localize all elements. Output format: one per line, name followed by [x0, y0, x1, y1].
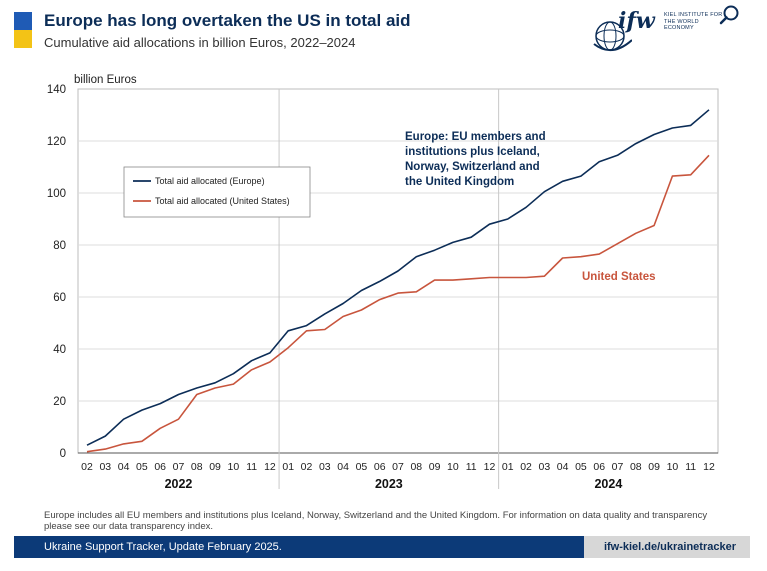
us-annotation: United States — [582, 271, 656, 283]
y-tick-label: 80 — [53, 240, 66, 252]
x-tick-label: 10 — [228, 461, 240, 473]
x-tick-label: 04 — [557, 461, 569, 473]
y-tick-label: 120 — [47, 136, 66, 148]
x-tick-label: 09 — [648, 461, 660, 473]
x-tick-label: 08 — [191, 461, 203, 473]
y-tick-label: 140 — [47, 84, 66, 96]
x-tick-label: 09 — [429, 461, 441, 473]
x-tick-label: 05 — [356, 461, 368, 473]
x-tick-label: 10 — [447, 461, 459, 473]
chart-subtitle: Cumulative aid allocations in billion Eu… — [44, 35, 356, 50]
year-label: 2023 — [375, 477, 403, 491]
logo-subtext: KIEL INSTITUTE FOR THE WORLD ECONOMY — [664, 12, 723, 31]
europe-annotation: Europe: EU members and — [405, 131, 546, 143]
x-tick-label: 02 — [301, 461, 313, 473]
tracker-link[interactable]: ifw-kiel.de/ukrainetracker — [603, 541, 736, 553]
x-tick-label: 08 — [410, 461, 422, 473]
tracker-update-text: Ukraine Support Tracker, Update February… — [44, 541, 282, 553]
x-tick-label: 07 — [173, 461, 185, 473]
europe-annotation: the United Kingdom — [405, 176, 514, 188]
footer-bar: Ukraine Support Tracker, Update February… — [14, 536, 750, 558]
x-tick-label: 07 — [612, 461, 624, 473]
year-label: 2022 — [165, 477, 193, 491]
x-tick-label: 01 — [282, 461, 294, 473]
y-tick-label: 0 — [60, 448, 66, 460]
legend-entry: Total aid allocated (United States) — [155, 196, 290, 206]
x-tick-label: 05 — [575, 461, 587, 473]
x-tick-label: 06 — [154, 461, 166, 473]
x-tick-label: 02 — [81, 461, 93, 473]
y-tick-label: 40 — [53, 344, 66, 356]
x-tick-label: 03 — [539, 461, 551, 473]
logo-text: ifw — [618, 8, 655, 34]
y-tick-label: 100 — [47, 188, 66, 200]
x-tick-label: 03 — [99, 461, 111, 473]
x-tick-label: 08 — [630, 461, 642, 473]
y-tick-label: 60 — [53, 292, 66, 304]
legend-entry: Total aid allocated (Europe) — [155, 176, 265, 186]
x-tick-label: 07 — [392, 461, 404, 473]
x-tick-label: 04 — [337, 461, 349, 473]
search-icon[interactable] — [719, 4, 741, 26]
y-axis-label: billion Euros — [74, 74, 137, 86]
y-tick-label: 20 — [53, 396, 66, 408]
x-tick-label: 11 — [466, 461, 477, 473]
x-tick-label: 06 — [593, 461, 605, 473]
x-tick-label: 01 — [502, 461, 514, 473]
globe-icon — [593, 21, 632, 51]
x-tick-label: 06 — [374, 461, 386, 473]
x-tick-label: 04 — [118, 461, 130, 473]
x-tick-label: 10 — [667, 461, 679, 473]
x-tick-label: 03 — [319, 461, 331, 473]
footer-url-box: ifw-kiel.de/ukrainetracker — [584, 536, 750, 558]
x-tick-label: 11 — [685, 461, 696, 473]
europe-annotation: Norway, Switzerland and — [405, 161, 540, 173]
x-tick-label: 12 — [484, 461, 496, 473]
chart-title: Europe has long overtaken the US in tota… — [44, 11, 411, 30]
ukraine-flag-icon — [14, 12, 32, 48]
us-series-line — [86, 154, 710, 453]
europe-series-line — [86, 109, 710, 446]
europe-annotation: institutions plus Iceland, — [405, 146, 540, 158]
year-label: 2024 — [594, 477, 622, 491]
ifw-logo: ifw KIEL INSTITUTE FOR THE WORLD ECONOMY — [592, 6, 742, 58]
x-tick-label: 12 — [703, 461, 715, 473]
x-tick-label: 12 — [264, 461, 276, 473]
footnote: Europe includes all EU members and insti… — [44, 510, 708, 532]
x-tick-label: 05 — [136, 461, 148, 473]
legend-box — [123, 166, 311, 218]
x-tick-label: 02 — [520, 461, 532, 473]
x-tick-label: 11 — [246, 461, 257, 473]
x-tick-label: 09 — [209, 461, 221, 473]
